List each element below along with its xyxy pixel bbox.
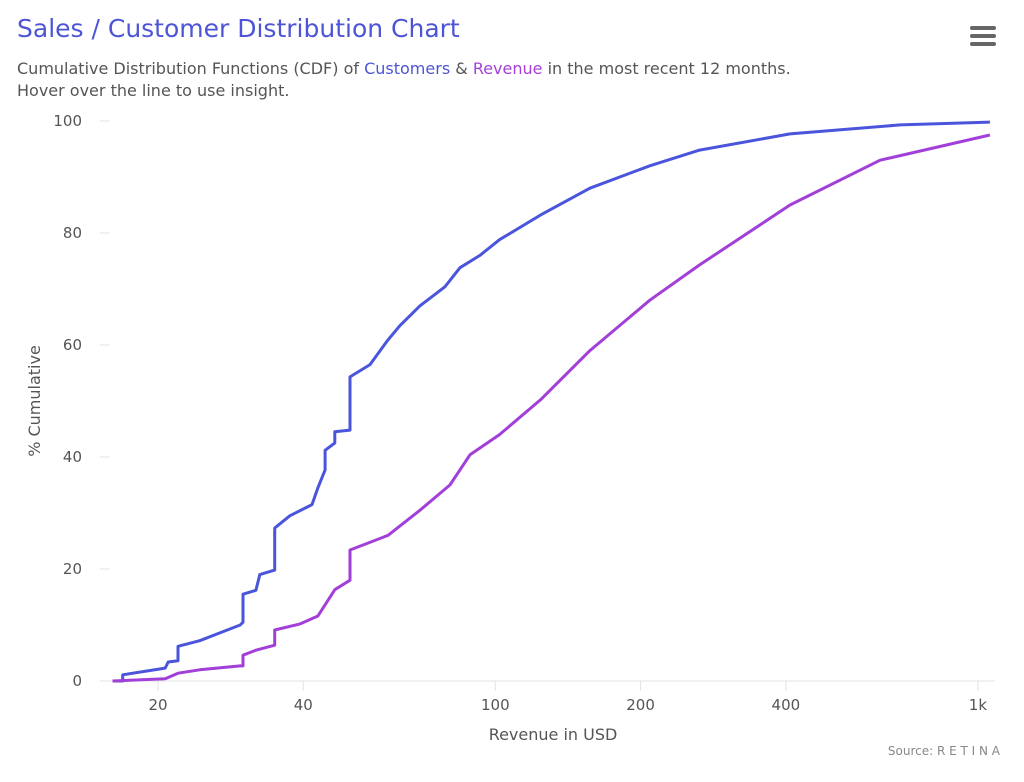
- series-line-revenue[interactable]: [112, 133, 991, 683]
- y-axis-title: % Cumulative: [25, 345, 44, 457]
- subtitle-amp: &: [450, 59, 473, 78]
- y-tick-label: 0: [72, 672, 82, 690]
- chart-title: Sales / Customer Distribution Chart: [17, 14, 460, 43]
- y-tick-label: 80: [63, 224, 82, 242]
- source-credit: Source: R E T I N A: [887, 744, 1000, 758]
- x-tick-label: 100: [481, 696, 510, 714]
- x-tick-label: 20: [148, 696, 167, 714]
- subtitle-customers: Customers: [364, 59, 451, 78]
- subtitle-hint: Hover over the line to use insight.: [17, 81, 290, 100]
- series-line-customers[interactable]: [112, 120, 990, 683]
- x-tick-label: 400: [772, 696, 801, 714]
- x-tick-label: 40: [294, 696, 313, 714]
- y-tick-label: 40: [63, 448, 82, 466]
- subtitle-revenue: Revenue: [472, 59, 543, 78]
- y-tick-label: 100: [53, 112, 82, 130]
- y-tick-label: 60: [63, 336, 82, 354]
- subtitle-text: Cumulative Distribution Functions (CDF) …: [17, 59, 365, 78]
- chart-subtitle: Cumulative Distribution Functions (CDF) …: [17, 58, 791, 102]
- x-axis-title: Revenue in USD: [489, 725, 618, 744]
- hamburger-menu-icon[interactable]: [970, 26, 996, 48]
- x-tick-label: 200: [626, 696, 655, 714]
- x-tick-label: 1k: [969, 696, 988, 714]
- subtitle-text-end: in the most recent 12 months.: [542, 59, 791, 78]
- y-tick-label: 20: [63, 560, 82, 578]
